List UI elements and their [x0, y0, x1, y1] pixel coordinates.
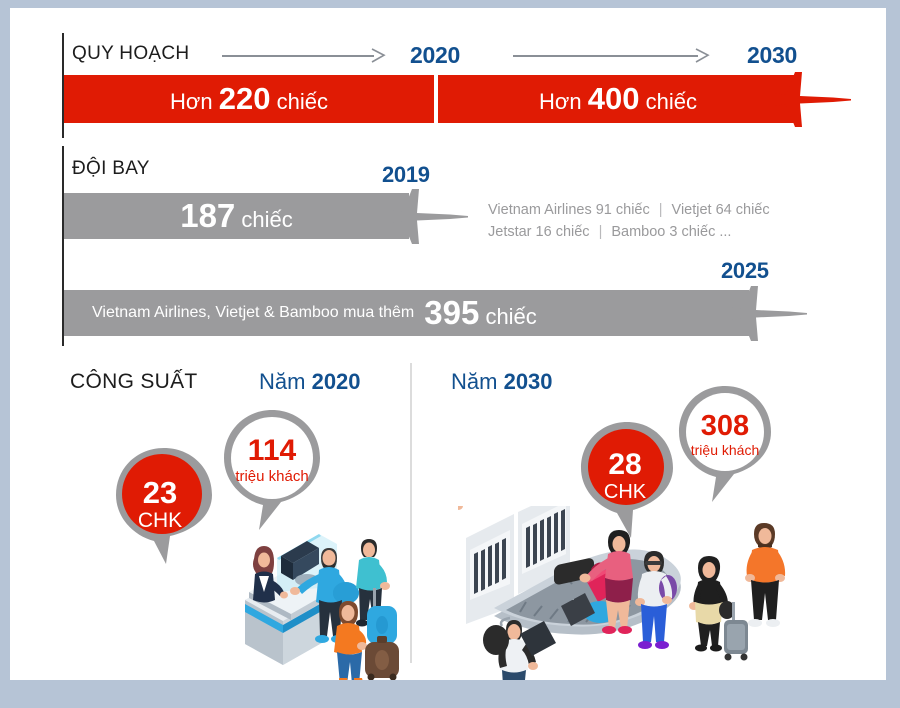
plan-bar-2020: Hơn 220 chiếc — [64, 75, 434, 123]
capacity-2020-heading-year: 2020 — [311, 369, 361, 394]
capacity-2020-airports-unit: CHK — [137, 509, 183, 532]
fleet-note-bamboo: Bamboo 3 chiếc ... — [611, 224, 732, 240]
plan-bar-2030: Hơn 400 chiếc — [438, 75, 798, 123]
fleet-breakdown-line-2: Jetstar 16 chiếc | Bamboo 3 chiếc ... — [488, 222, 731, 243]
capacity-2030-passengers-pin: 308 triệu khách — [672, 382, 778, 509]
fleet-year-2025: 2025 — [721, 258, 769, 283]
fleet-note-sep-1: | — [658, 202, 663, 218]
capacity-2030-passengers-value: 308 — [700, 410, 750, 442]
fleet-breakdown-line-1: Vietnam Airlines 91 chiếc | Vietjet 64 chi… — [488, 200, 770, 221]
checkin-counter-illustration — [215, 500, 415, 680]
fleet-note-vietjet: Vietjet 64 chiếc — [671, 202, 770, 218]
plan-axis-line — [62, 33, 64, 138]
fleet-year-2019: 2019 — [382, 162, 430, 187]
capacity-panel-divider — [410, 363, 412, 663]
capacity-2030-airports-pin: 28 CHK — [575, 418, 679, 545]
fleet-bar-2025: Vietnam Airlines, Vietjet & Bamboo mua t… — [64, 290, 749, 336]
capacity-2020-heading-prefix: Năm — [259, 369, 306, 394]
plan-bar-2030-text: Hơn 400 chiếc — [539, 81, 697, 116]
airplane-top-icon-gray-2025 — [711, 277, 811, 354]
fleet-bar-2025-value: 395 chiếc — [424, 294, 537, 331]
fleet-note-vna: Vietnam Airlines 91 chiếc — [488, 202, 650, 218]
fleet-axis-line — [62, 146, 64, 346]
capacity-2030-heading-year: 2030 — [503, 369, 553, 394]
capacity-2020-passengers-pin: 114 triệu khách — [215, 406, 329, 539]
airplane-top-icon-gray-2019 — [372, 180, 472, 257]
capacity-2020-airports-value: 23 — [142, 475, 178, 510]
fleet-bar-2025-prefix: Vietnam Airlines, Vietjet & Bamboo mua t… — [92, 304, 415, 321]
fleet-note-sep-2: | — [598, 224, 603, 240]
plan-bar-2020-text: Hơn 220 chiếc — [170, 81, 328, 116]
capacity-2030-airports-value: 28 — [608, 448, 642, 481]
plan-year-2020: 2020 — [410, 42, 460, 68]
capacity-section-label: CÔNG SUẤT — [70, 370, 198, 393]
fleet-bar-2019-text: 187 chiếc — [180, 197, 293, 234]
plan-section-label: QUY HOẠCH — [72, 43, 190, 64]
plan-year-2030: 2030 — [747, 42, 797, 68]
fleet-note-jetstar: Jetstar 16 chiếc — [488, 224, 590, 240]
fleet-bar-2019: 187 chiếc — [64, 193, 409, 239]
capacity-2030-airports-unit: CHK — [603, 481, 647, 503]
capacity-2030-passengers-unit: triệu khách — [690, 442, 760, 458]
capacity-2020-passengers-unit: triệu khách — [235, 468, 309, 485]
airplane-top-icon-red — [755, 63, 855, 140]
infographic-canvas: QUY HOẠCH 2020 203 — [10, 8, 886, 680]
capacity-2020-heading: Năm 2020 — [259, 369, 361, 395]
capacity-2030-heading-prefix: Năm — [451, 369, 498, 394]
capacity-2020-passengers-value: 114 — [247, 434, 297, 467]
fleet-section-label: ĐỘI BAY — [72, 158, 150, 179]
capacity-2020-airports-pin: 23 CHK — [108, 444, 220, 573]
capacity-2030-heading: Năm 2030 — [451, 369, 553, 395]
baggage-claim-illustration — [453, 488, 798, 680]
